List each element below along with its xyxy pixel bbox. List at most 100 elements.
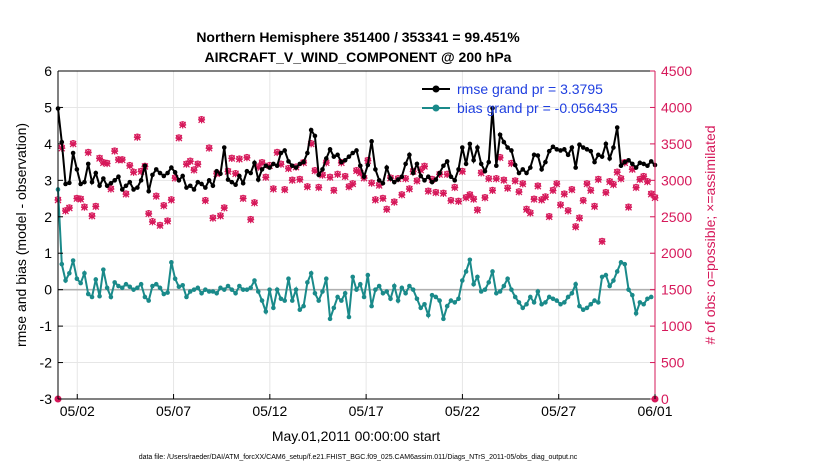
obs-assimilated-point: [232, 170, 240, 178]
rmse-point: [169, 165, 174, 170]
rmse-point: [225, 177, 231, 182]
rmse-point: [346, 154, 352, 159]
bias-point: [463, 269, 469, 274]
bias-point: [391, 283, 397, 289]
obs-assimilated-point: [65, 204, 73, 212]
rmse-point: [611, 145, 616, 150]
rmse-point: [418, 173, 424, 179]
rmse-point: [157, 170, 163, 176]
rmse-point: [289, 163, 295, 169]
rmse-point: [494, 163, 499, 169]
rmse-point: [248, 170, 254, 176]
bias-point: [459, 278, 465, 283]
bias-point: [176, 284, 182, 290]
bias-point: [622, 261, 628, 267]
rmse-point: [206, 178, 212, 183]
rmse-point: [240, 180, 246, 186]
bias-point: [255, 289, 261, 294]
obs-assimilated-point: [428, 176, 436, 184]
bias-point: [350, 274, 356, 280]
legend-rmse-label: rmse grand pr = 3.3795: [457, 81, 603, 97]
obs-assimilated-point: [284, 165, 292, 173]
rmse-point: [59, 139, 65, 145]
bias-point: [528, 294, 533, 300]
obs-assimilated-point: [560, 190, 568, 198]
rmse-point: [562, 147, 567, 152]
bias-point: [437, 298, 442, 303]
obs-assimilated-point: [273, 149, 281, 157]
bias-point: [233, 291, 238, 296]
bias-point: [452, 300, 458, 305]
rmse-point: [116, 174, 121, 179]
obs-assimilated-point: [538, 196, 546, 204]
rmse-point: [267, 165, 272, 170]
obs-assimilated-point: [190, 166, 198, 174]
obs-assimilated-point: [451, 184, 459, 192]
bias-point: [59, 261, 65, 267]
rmse-point: [603, 141, 609, 147]
obs-assimilated-point: [511, 177, 519, 185]
obs-assimilated-point: [500, 176, 508, 184]
y-tick-label-left: 4: [44, 136, 52, 152]
rmse-point: [607, 156, 612, 161]
rmse-point: [191, 187, 197, 192]
bias-point: [195, 285, 201, 291]
obs-assimilated-point: [371, 196, 379, 204]
bias-point: [240, 287, 246, 292]
bias-point: [486, 280, 492, 285]
obs-assimilated-point: [69, 140, 77, 148]
rmse-point: [339, 159, 344, 165]
bias-point: [221, 287, 227, 292]
obs-assimilated-point: [77, 195, 85, 203]
rmse-point: [78, 181, 83, 187]
obs-assimilated-point: [62, 207, 70, 215]
y-tick-label-left: 5: [44, 99, 52, 115]
y-tick-label-left: 1: [44, 245, 52, 261]
rmse-point: [531, 152, 537, 158]
bias-point: [229, 287, 235, 292]
obs-assimilated-point: [466, 191, 474, 199]
obs-assimilated-point: [88, 212, 96, 220]
obs-assimilated-point: [647, 190, 655, 198]
obs-assimilated-point: [220, 204, 228, 212]
y-tick-label-right: 1500: [661, 282, 692, 298]
rmse-point: [82, 179, 87, 185]
obs-assimilated-point: [485, 175, 493, 183]
obs-assimilated-point: [99, 159, 107, 167]
bias-point: [331, 305, 337, 311]
obs-assimilated-point: [269, 185, 277, 193]
obs-assimilated-point: [564, 207, 572, 215]
obs-assimilated-point: [421, 162, 429, 170]
rmse-point: [187, 183, 193, 189]
obs-assimilated-point: [152, 192, 160, 200]
obs-assimilated-point: [137, 168, 145, 176]
bias-point: [425, 312, 431, 318]
bias-point: [399, 285, 405, 291]
rmse-point: [350, 150, 356, 156]
rmse-point: [641, 161, 646, 167]
bias-point: [244, 287, 250, 292]
bias-point: [509, 287, 514, 292]
rmse-point: [414, 161, 420, 167]
bias-point: [282, 298, 288, 303]
obs-assimilated-point: [235, 155, 243, 163]
bias-point: [554, 298, 560, 303]
bias-point: [119, 285, 125, 291]
bias-point: [573, 281, 578, 287]
y-tick-label-right: 1000: [661, 318, 692, 334]
bias-point: [335, 294, 340, 300]
obs-assimilated-point: [133, 133, 141, 141]
bias-point: [206, 289, 212, 294]
bias-point: [180, 282, 185, 288]
rmse-point: [263, 163, 269, 169]
obs-assimilated-point: [345, 183, 353, 191]
rmse-point: [335, 152, 340, 158]
rmse-point: [592, 159, 597, 165]
bias-point: [131, 287, 136, 292]
rmse-point: [101, 176, 106, 181]
rmse-point: [475, 145, 480, 150]
rmse-point: [89, 179, 95, 185]
obs-assimilated-point: [254, 163, 262, 171]
rmse-point: [516, 170, 522, 176]
bias-point: [539, 301, 544, 307]
